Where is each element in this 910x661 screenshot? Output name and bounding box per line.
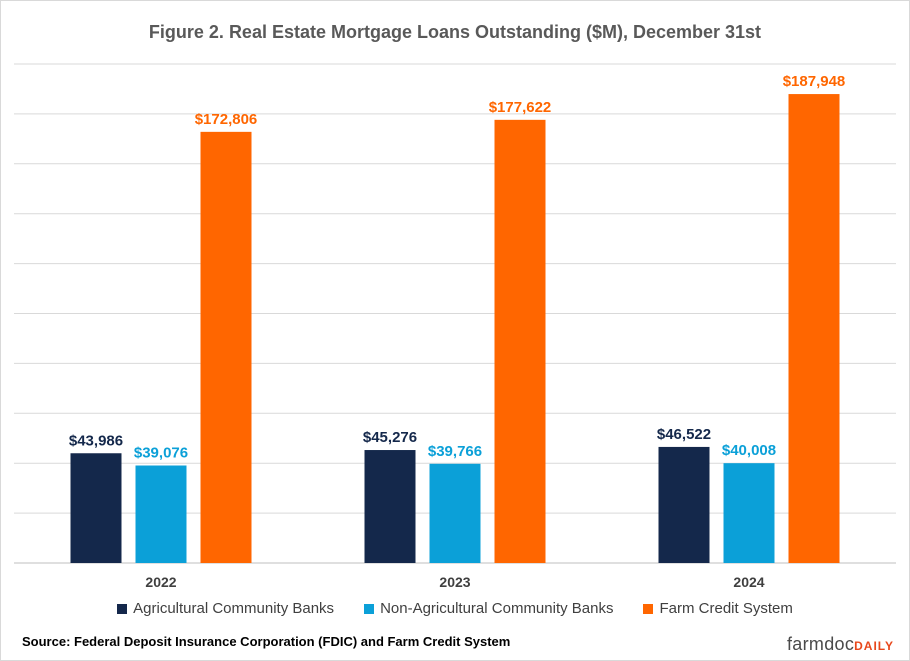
legend-swatch-ag-banks [117, 603, 128, 614]
bar-2023-series-2 [494, 119, 546, 564]
legend-swatch-fcs [643, 603, 654, 614]
chart-title: Figure 2. Real Estate Mortgage Loans Out… [148, 22, 762, 42]
data-label-2023-series-2: $177,622 [489, 99, 552, 116]
data-label-2024-series-0: $46,522 [657, 426, 711, 443]
farmdoc-daily-logo: farmdocDAILY [787, 634, 894, 655]
bar-2022-series-0 [70, 453, 122, 563]
bar-2024-series-1 [723, 463, 775, 563]
data-label-2024-series-2: $187,948 [783, 73, 846, 90]
legend-label-ag-banks: Agricultural Community Banks [133, 600, 335, 617]
legend-item-nonag-banks: Non-Agricultural Community Banks [364, 600, 613, 617]
source-note: Source: Federal Deposit Insurance Corpor… [22, 634, 511, 649]
legend-item-fcs: Farm Credit System [643, 600, 793, 617]
data-label-2022-series-1: $39,076 [134, 445, 188, 462]
data-label-2023-series-0: $45,276 [363, 429, 417, 446]
data-label-2024-series-1: $40,008 [722, 442, 776, 459]
legend-label-fcs: Farm Credit System [659, 600, 793, 617]
legend-label-nonag-banks: Non-Agricultural Community Banks [380, 600, 614, 617]
legend-swatch-nonag-banks [364, 603, 375, 614]
x-tick-label-2022: 2022 [145, 574, 176, 590]
x-tick-label-2023: 2023 [439, 574, 470, 590]
data-label-2022-series-2: $172,806 [195, 111, 258, 128]
legend: Agricultural Community Banks Non-Agricul… [0, 600, 910, 617]
data-label-2022-series-0: $43,986 [69, 432, 123, 449]
x-tick-label-2024: 2024 [733, 574, 764, 590]
logo-part2: DAILY [854, 639, 895, 653]
legend-item-ag-banks: Agricultural Community Banks [117, 600, 334, 617]
bar-2022-series-1 [135, 465, 187, 563]
logo-part1: farmdoc [787, 634, 855, 654]
bar-2023-series-0 [364, 450, 416, 563]
data-label-2023-series-1: $39,766 [428, 443, 482, 460]
bar-2023-series-1 [429, 463, 481, 563]
bar-2024-series-0 [658, 446, 710, 563]
bar-2024-series-2 [788, 94, 840, 564]
bar-2022-series-2 [200, 131, 252, 563]
